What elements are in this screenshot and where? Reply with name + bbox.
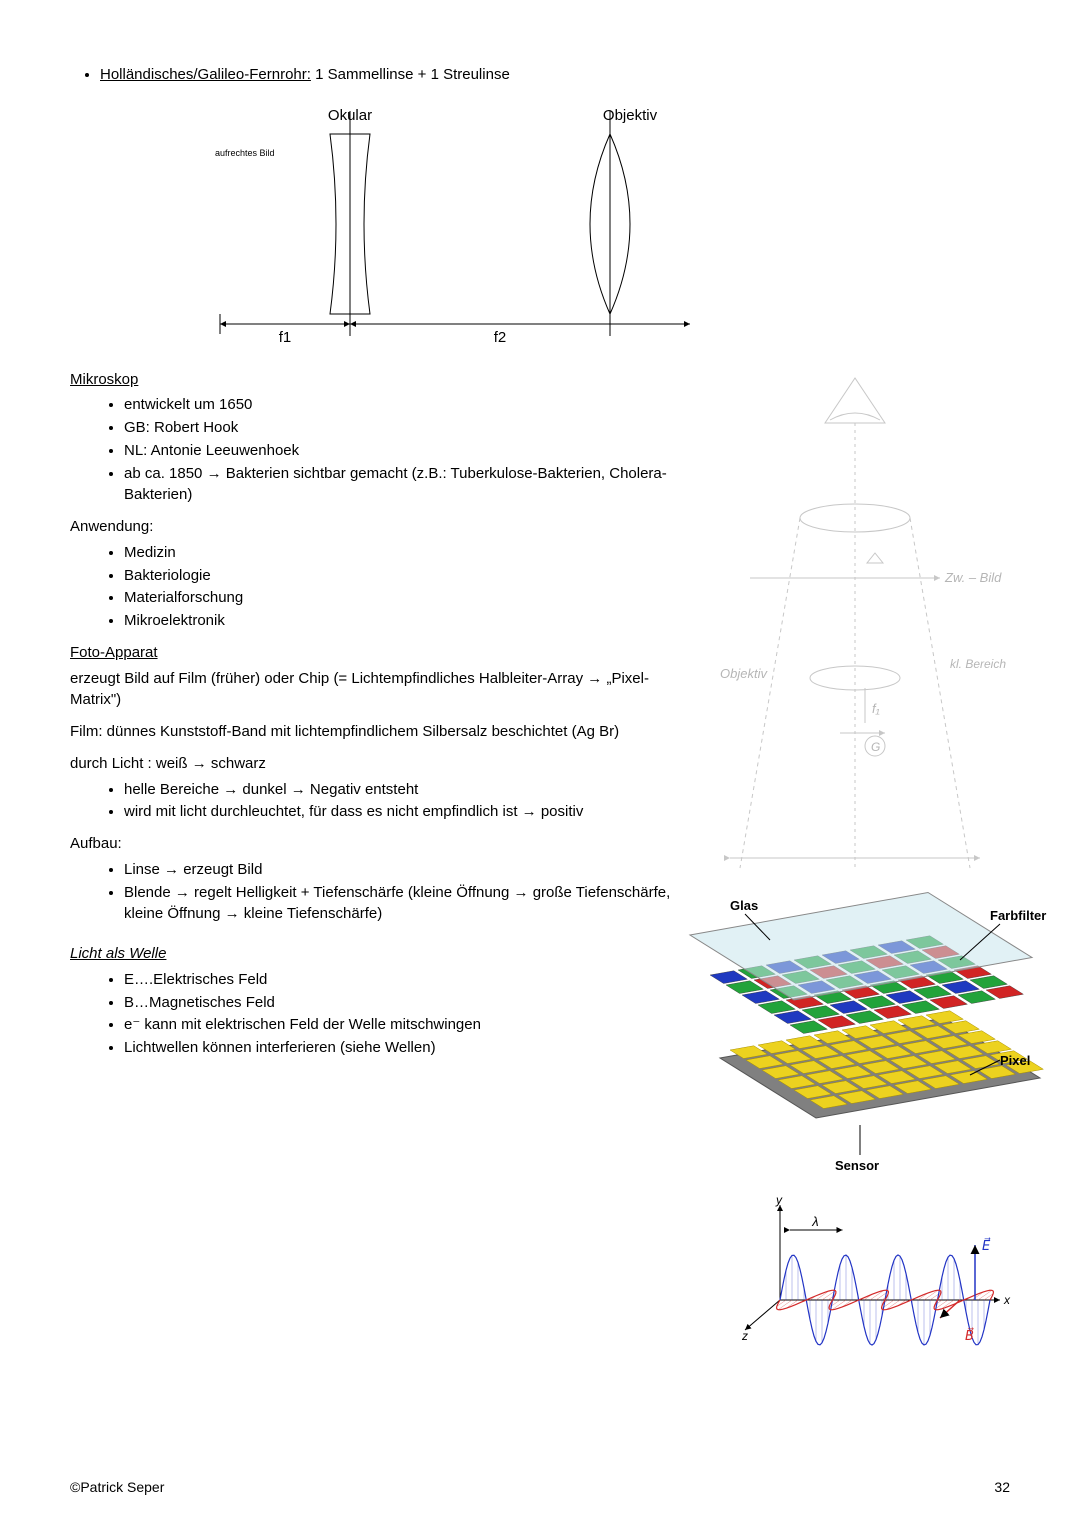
mikroskop-list: entwickelt um 1650GB: Robert HookNL: Ant… <box>70 394 680 506</box>
foto-heading: Foto-Apparat <box>70 642 680 664</box>
svg-text:Zw. – Bild: Zw. – Bild <box>944 570 1002 585</box>
svg-text:Objektiv: Objektiv <box>720 666 768 681</box>
foto-p1: erzeugt Bild auf Film (früher) oder Chip… <box>70 668 680 712</box>
svg-text:f₁: f₁ <box>872 701 880 716</box>
sensor-diagram: Glas Farbfilter Pixel Sensor <box>670 890 1050 1187</box>
list-item: helle Bereiche → dunkel → Negativ entste… <box>124 779 680 801</box>
svg-text:Glas: Glas <box>730 898 758 913</box>
welle-list: E….Elektrisches FeldB…Magnetisches Felde… <box>70 969 680 1059</box>
list-item: entwickelt um 1650 <box>124 394 680 416</box>
content-column: Mikroskop entwickelt um 1650GB: Robert H… <box>70 369 680 1059</box>
svg-text:z: z <box>741 1329 748 1343</box>
list-item: e⁻ kann mit elektrischen Feld der Welle … <box>124 1014 680 1036</box>
telescope-title-suffix: 1 Sammellinse + 1 Streulinse <box>311 66 510 83</box>
svg-text:f1: f1 <box>279 329 292 346</box>
footer-page: 32 <box>994 1477 1010 1497</box>
list-item: Lichtwellen können interferieren (siehe … <box>124 1037 680 1059</box>
aufbau-list: Linse → erzeugt BildBlende → regelt Hell… <box>70 859 680 925</box>
list-item: GB: Robert Hook <box>124 417 680 439</box>
list-item: Medizin <box>124 542 680 564</box>
foto-p2: Film: dünnes Kunststoff-Band mit lichtem… <box>70 721 680 743</box>
svg-text:Okular: Okular <box>328 107 372 124</box>
svg-text:G: G <box>871 740 880 754</box>
foto-p3: durch Licht : weiß → schwarz <box>70 753 680 775</box>
list-item: ab ca. 1850 → Bakterien sichtbar gemacht… <box>124 463 680 507</box>
svg-text:y: y <box>775 1193 783 1207</box>
mikroskop-heading: Mikroskop <box>70 369 680 391</box>
svg-text:kl. Bereich: kl. Bereich <box>950 657 1006 671</box>
anwendung-heading: Anwendung: <box>70 516 680 538</box>
microscope-sketch: Zw. – Bild Objektiv kl. Bereich f₁ G <box>690 368 1050 895</box>
list-item: Linse → erzeugt Bild <box>124 859 680 881</box>
telescope-title-prefix: Holländisches/Galileo-Fernrohr: <box>100 66 311 83</box>
list-item: Bakteriologie <box>124 565 680 587</box>
aufbau-heading: Aufbau: <box>70 833 680 855</box>
svg-text:Pixel: Pixel <box>1000 1053 1030 1068</box>
film-list: helle Bereiche → dunkel → Negativ entste… <box>70 779 680 824</box>
list-item: Materialforschung <box>124 587 680 609</box>
welle-heading: Licht als Welle <box>70 943 680 965</box>
svg-text:E⃗: E⃗ <box>982 1238 991 1253</box>
svg-text:f2: f2 <box>494 329 507 346</box>
svg-text:Objektiv: Objektiv <box>603 107 658 124</box>
list-item: wird mit licht durchleuchtet, für dass e… <box>124 801 680 823</box>
svg-text:aufrechtes Bild: aufrechtes Bild <box>215 148 275 158</box>
svg-text:Sensor: Sensor <box>835 1158 879 1173</box>
telescope-diagram: Okular Objektiv aufrechtes Bild f1 f2 <box>170 96 1010 363</box>
top-list: Holländisches/Galileo-Fernrohr: 1 Sammel… <box>70 64 1010 86</box>
list-item: B…Magnetisches Feld <box>124 992 680 1014</box>
list-item: Mikroelektronik <box>124 610 680 632</box>
svg-text:B⃗: B⃗ <box>965 1328 974 1343</box>
telescope-title-line: Holländisches/Galileo-Fernrohr: 1 Sammel… <box>100 64 1010 86</box>
footer-author: ©Patrick Seper <box>70 1477 164 1497</box>
svg-text:x: x <box>1003 1293 1011 1307</box>
list-item: Blende → regelt Helligkeit + Tiefenschär… <box>124 882 680 926</box>
list-item: E….Elektrisches Feld <box>124 969 680 991</box>
footer: ©Patrick Seper 32 <box>70 1477 1010 1497</box>
list-item: NL: Antonie Leeuwenhoek <box>124 440 680 462</box>
anwendung-list: MedizinBakteriologieMaterialforschungMik… <box>70 542 680 632</box>
wave-diagram: y x z λ E⃗ B⃗ <box>740 1190 1020 1407</box>
svg-text:λ: λ <box>811 1214 818 1229</box>
svg-text:Farbfilter: Farbfilter <box>990 908 1046 923</box>
